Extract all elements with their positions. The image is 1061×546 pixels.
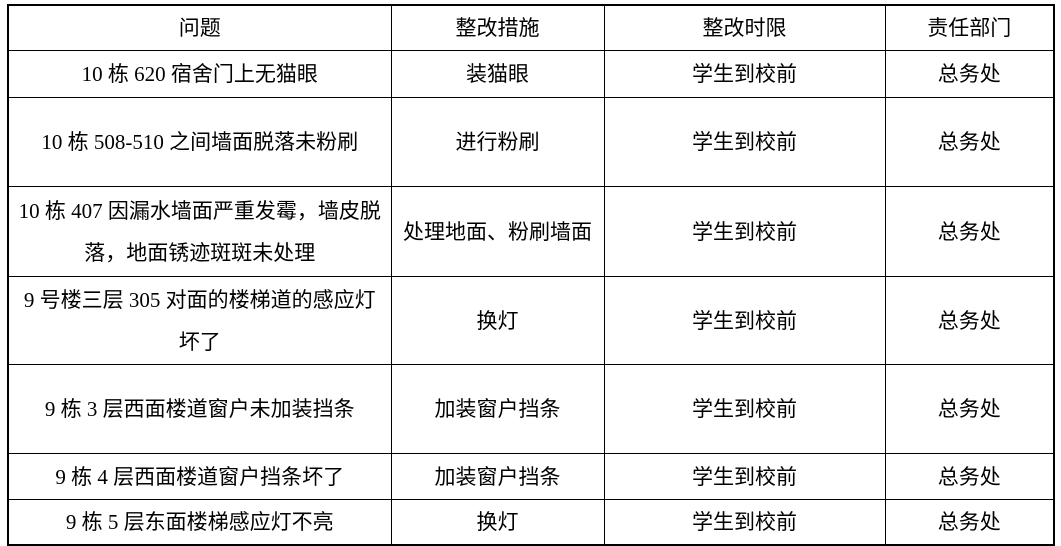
cell-department: 总务处 bbox=[884, 50, 1055, 98]
cell-deadline: 学生到校前 bbox=[603, 97, 886, 187]
cell-deadline: 学生到校前 bbox=[603, 276, 886, 365]
cell-problem: 9 栋 4 层西面楼道窗户挡条坏了 bbox=[7, 453, 392, 500]
cell-department: 总务处 bbox=[884, 276, 1055, 365]
table-row: 10 栋 620 宿舍门上无猫眼 装猫眼 学生到校前 总务处 bbox=[7, 50, 1055, 98]
cell-problem: 9 栋 3 层西面楼道窗户未加装挡条 bbox=[7, 364, 392, 454]
cell-problem: 10 栋 407 因漏水墙面严重发霉，墙皮脱落，地面锈迹斑斑未处理 bbox=[7, 186, 392, 277]
cell-measure: 进行粉刷 bbox=[390, 97, 605, 187]
table-row: 10 栋 508-510 之间墙面脱落未粉刷 进行粉刷 学生到校前 总务处 bbox=[7, 97, 1055, 187]
cell-department: 总务处 bbox=[884, 97, 1055, 187]
cell-deadline: 学生到校前 bbox=[603, 364, 886, 454]
cell-department: 总务处 bbox=[884, 453, 1055, 500]
cell-department: 总务处 bbox=[884, 499, 1055, 546]
cell-problem: 9 号楼三层 305 对面的楼梯道的感应灯坏了 bbox=[7, 276, 392, 365]
cell-problem: 10 栋 508-510 之间墙面脱落未粉刷 bbox=[7, 97, 392, 187]
table-row: 10 栋 407 因漏水墙面严重发霉，墙皮脱落，地面锈迹斑斑未处理 处理地面、粉… bbox=[7, 186, 1055, 277]
table-row: 9 栋 4 层西面楼道窗户挡条坏了 加装窗户挡条 学生到校前 总务处 bbox=[7, 453, 1055, 500]
cell-deadline: 学生到校前 bbox=[603, 499, 886, 546]
cell-problem: 9 栋 5 层东面楼梯感应灯不亮 bbox=[7, 499, 392, 546]
cell-department: 总务处 bbox=[884, 364, 1055, 454]
header-deadline: 整改时限 bbox=[603, 4, 886, 51]
cell-measure: 加装窗户挡条 bbox=[390, 453, 605, 500]
cell-deadline: 学生到校前 bbox=[603, 50, 886, 98]
cell-measure: 处理地面、粉刷墙面 bbox=[390, 186, 605, 277]
cell-measure: 换灯 bbox=[390, 499, 605, 546]
cell-deadline: 学生到校前 bbox=[603, 186, 886, 277]
header-measure: 整改措施 bbox=[390, 4, 605, 51]
cell-department: 总务处 bbox=[884, 186, 1055, 277]
table-row: 9 号楼三层 305 对面的楼梯道的感应灯坏了 换灯 学生到校前 总务处 bbox=[7, 276, 1055, 365]
cell-measure: 装猫眼 bbox=[390, 50, 605, 98]
rectification-table: 问题 整改措施 整改时限 责任部门 10 栋 620 宿舍门上无猫眼 装猫眼 学… bbox=[7, 4, 1055, 546]
table-row: 9 栋 5 层东面楼梯感应灯不亮 换灯 学生到校前 总务处 bbox=[7, 499, 1055, 546]
cell-measure: 加装窗户挡条 bbox=[390, 364, 605, 454]
cell-deadline: 学生到校前 bbox=[603, 453, 886, 500]
cell-measure: 换灯 bbox=[390, 276, 605, 365]
header-row: 问题 整改措施 整改时限 责任部门 bbox=[7, 4, 1055, 51]
cell-problem: 10 栋 620 宿舍门上无猫眼 bbox=[7, 50, 392, 98]
header-department: 责任部门 bbox=[884, 4, 1055, 51]
header-problem: 问题 bbox=[7, 4, 392, 51]
table-row: 9 栋 3 层西面楼道窗户未加装挡条 加装窗户挡条 学生到校前 总务处 bbox=[7, 364, 1055, 454]
